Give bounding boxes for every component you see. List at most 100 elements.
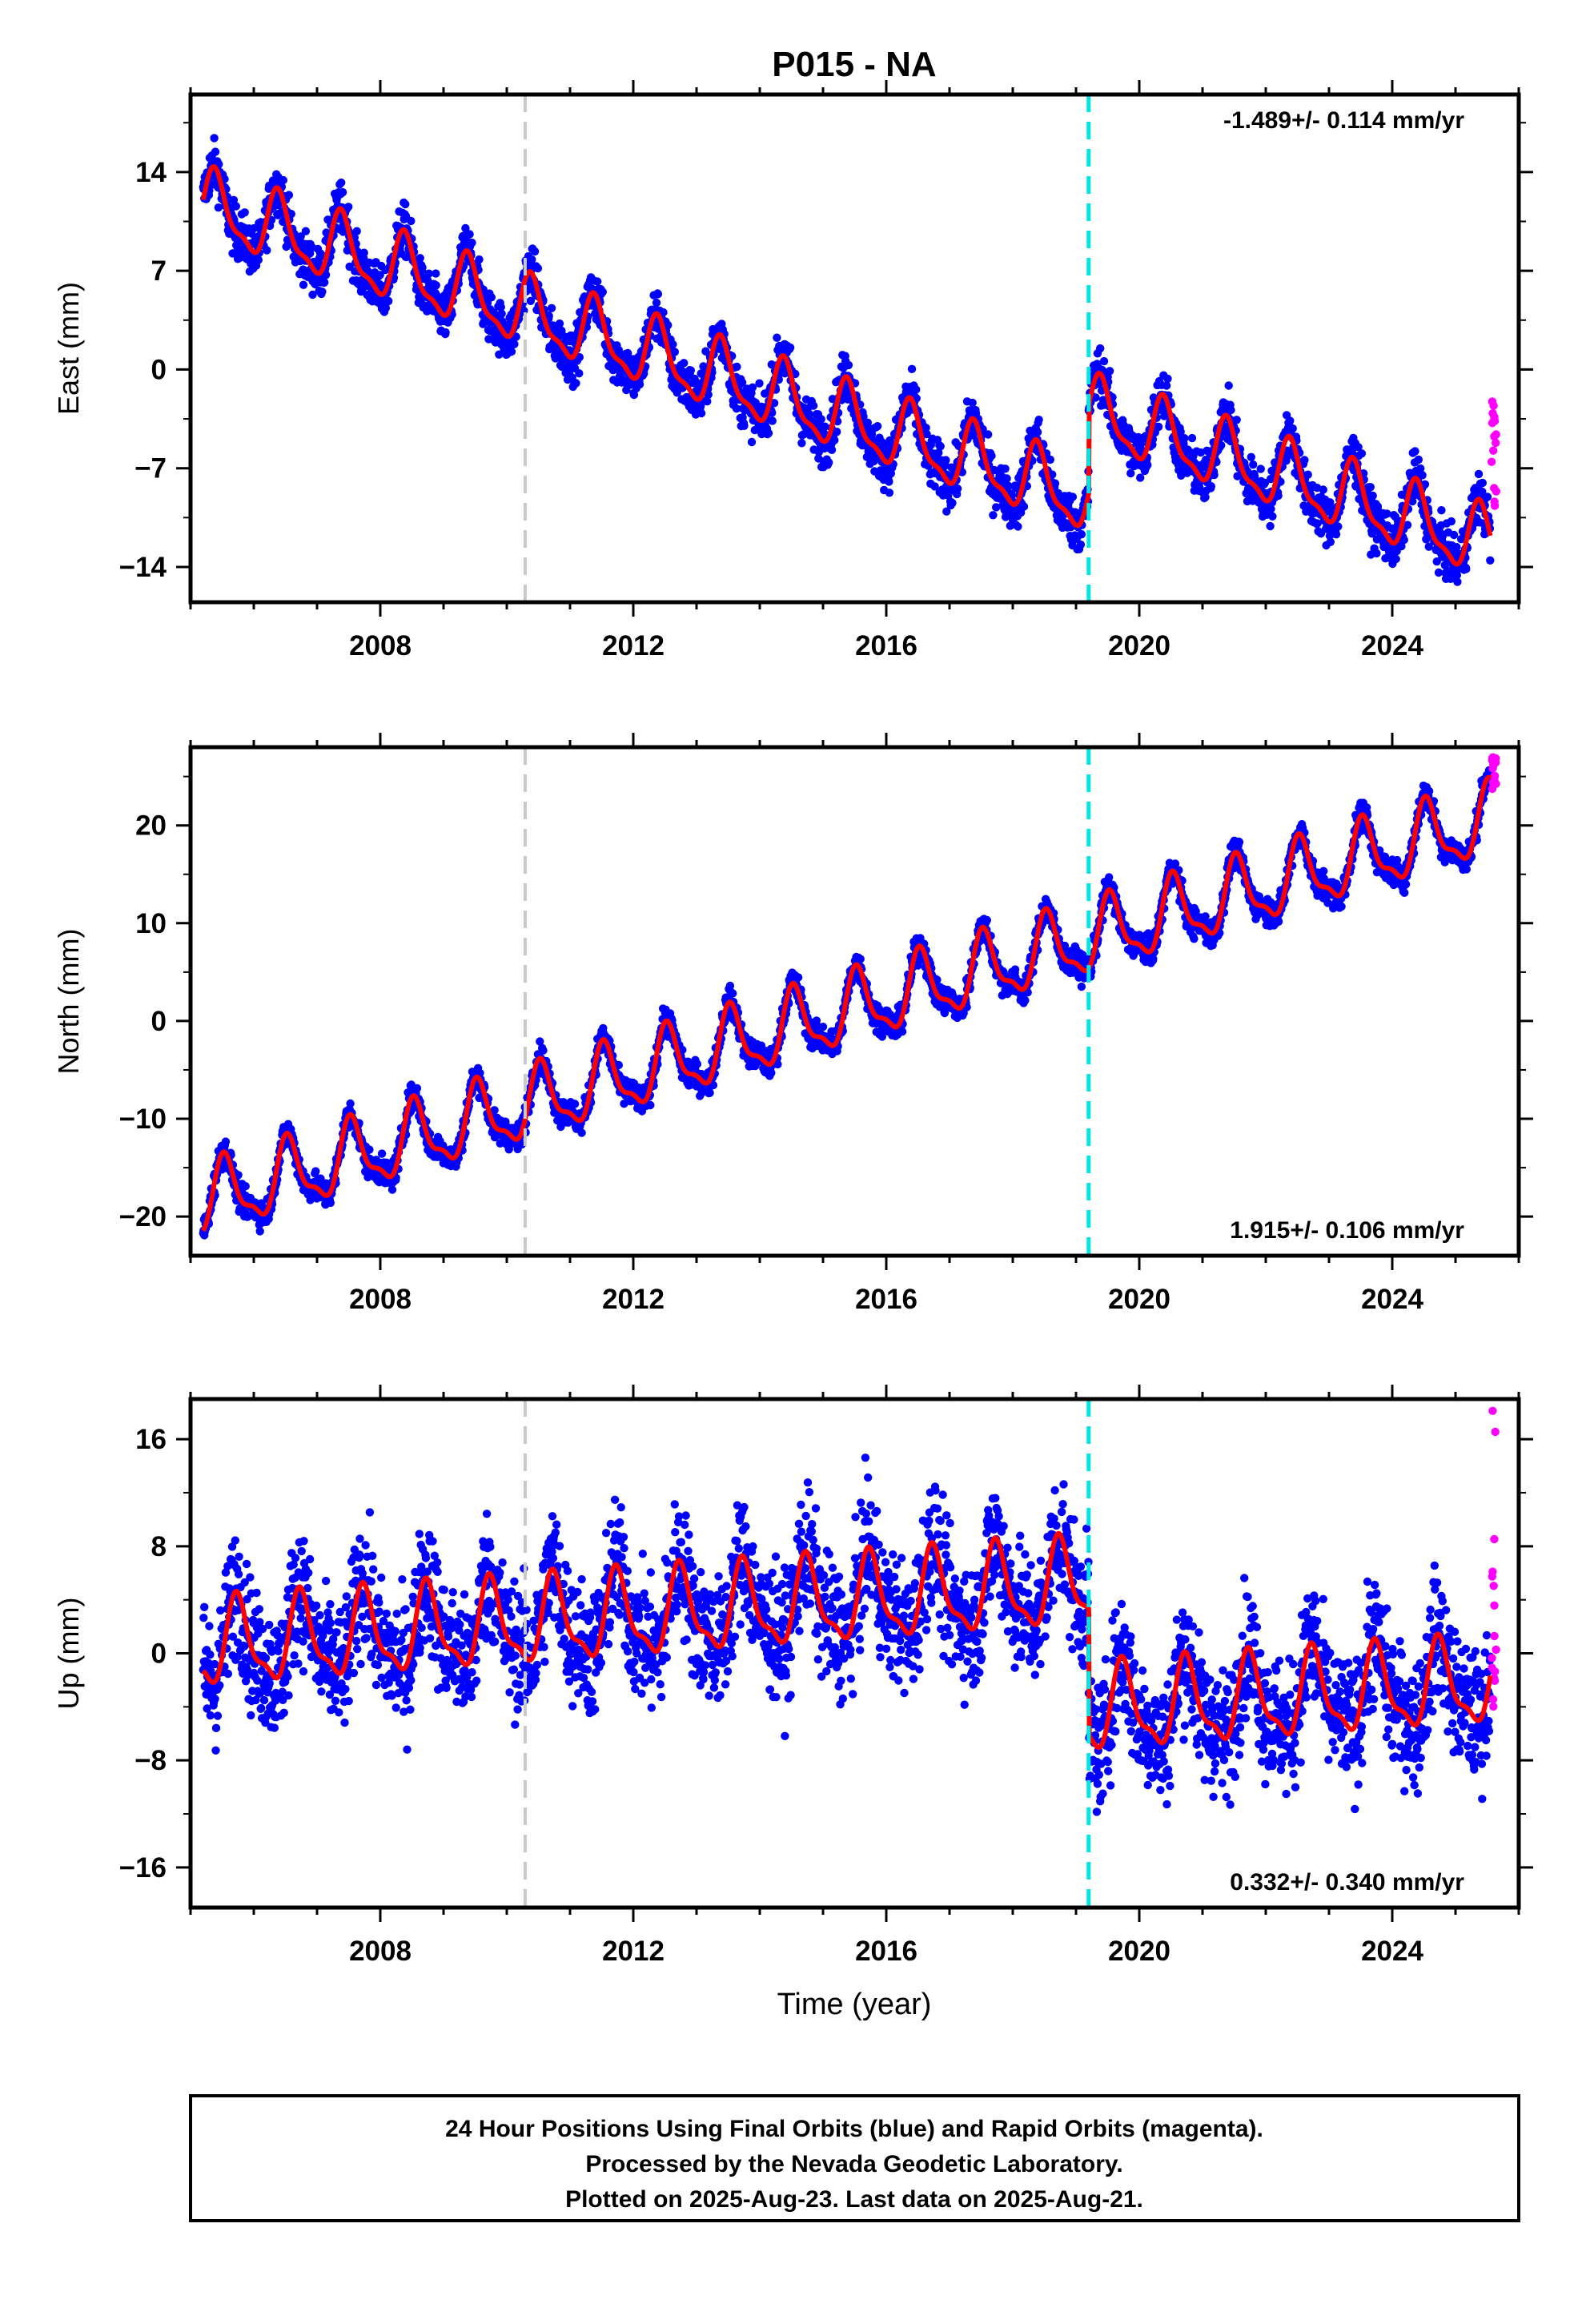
- data-point: [570, 1100, 580, 1108]
- data-point: [337, 178, 346, 187]
- data-point: [629, 390, 639, 400]
- data-point: [624, 348, 632, 358]
- data-point: [593, 277, 602, 286]
- data-point: [942, 456, 950, 464]
- data-point: [1019, 502, 1029, 511]
- data-point: [375, 271, 384, 279]
- data-point: [1319, 485, 1328, 494]
- data-point: [885, 489, 894, 497]
- data-point: [311, 1167, 320, 1176]
- data-point: [1399, 536, 1408, 545]
- data-point: [1437, 506, 1446, 515]
- data-point: [344, 203, 353, 211]
- data-point: [598, 287, 607, 296]
- data-point: [1014, 522, 1022, 531]
- data-point: [231, 202, 240, 211]
- data-point: [284, 191, 294, 199]
- data-point: [907, 364, 917, 373]
- data-point: [416, 254, 424, 263]
- rapid-point: [1489, 446, 1498, 455]
- rapid-point: [1490, 432, 1499, 441]
- data-point: [968, 398, 977, 408]
- data-point: [1483, 493, 1492, 501]
- data-point: [299, 280, 308, 289]
- data-point: [1462, 565, 1471, 573]
- data-point: [1162, 381, 1171, 390]
- data-point: [1357, 449, 1367, 458]
- data-point: [555, 319, 564, 328]
- data-point: [547, 304, 556, 312]
- data-point: [785, 343, 795, 352]
- y-tick-label: 0: [151, 354, 167, 385]
- data-point: [809, 401, 818, 410]
- data-point: [401, 199, 410, 209]
- data-point: [1274, 491, 1283, 501]
- data-point: [412, 1084, 422, 1093]
- data-point: [664, 320, 673, 330]
- data-point: [214, 203, 223, 212]
- data-point: [241, 1182, 250, 1191]
- data-point: [844, 360, 853, 370]
- data-point: [1002, 474, 1011, 483]
- data-point: [1180, 434, 1189, 443]
- y-axis-label: East (mm): [52, 282, 85, 415]
- data-point: [1334, 522, 1343, 531]
- data-point: [432, 269, 440, 278]
- data-point: [1105, 367, 1114, 376]
- data-point: [635, 380, 644, 389]
- y-tick-label: −14: [119, 552, 167, 583]
- data-point: [987, 452, 996, 460]
- data-point: [704, 390, 713, 399]
- data-point: [211, 147, 220, 156]
- data-point: [254, 255, 263, 264]
- data-point: [1266, 521, 1275, 531]
- data-point: [670, 348, 679, 356]
- plot-area: [199, 747, 1500, 1256]
- data-point: [936, 442, 945, 451]
- data-point: [1303, 470, 1312, 479]
- data-point: [768, 408, 777, 417]
- velocity-label: -1.489+/- 0.114 mm/yr: [1223, 107, 1464, 134]
- rapid-point: [1488, 419, 1497, 428]
- x-tick-label: 2008: [349, 630, 412, 661]
- y-tick-label: 14: [135, 157, 167, 188]
- data-point: [530, 247, 540, 256]
- data-point: [1300, 456, 1309, 464]
- data-point: [512, 332, 520, 341]
- data-point: [817, 415, 825, 424]
- data-point: [1207, 482, 1216, 491]
- data-point: [1034, 416, 1043, 424]
- data-point: [733, 362, 741, 372]
- data-point: [487, 293, 496, 302]
- data-point: [764, 428, 773, 438]
- data-point: [989, 511, 998, 520]
- y-tick-label: 7: [151, 255, 167, 287]
- data-point: [948, 498, 957, 508]
- data-point: [497, 309, 506, 318]
- data-point: [1227, 405, 1235, 415]
- data-point: [424, 269, 433, 278]
- data-point: [1447, 517, 1456, 526]
- data-point: [510, 340, 519, 348]
- data-point: [768, 416, 777, 425]
- data-point: [1366, 483, 1375, 492]
- data-point: [833, 428, 841, 436]
- data-point: [737, 378, 747, 387]
- data-point: [221, 1137, 231, 1146]
- data-point: [544, 312, 553, 320]
- data-point: [539, 1046, 548, 1055]
- data-point: [1077, 530, 1086, 539]
- data-point: [377, 1149, 387, 1158]
- rapid-point: [1487, 457, 1496, 466]
- data-point: [703, 397, 712, 406]
- data-point: [1449, 530, 1459, 540]
- data-point: [308, 290, 317, 300]
- data-point: [1247, 452, 1256, 461]
- data-point: [279, 175, 287, 185]
- data-point: [1452, 543, 1461, 552]
- data-point: [320, 278, 329, 287]
- data-point: [557, 326, 566, 336]
- data-point: [432, 281, 440, 290]
- data-point: [885, 477, 893, 486]
